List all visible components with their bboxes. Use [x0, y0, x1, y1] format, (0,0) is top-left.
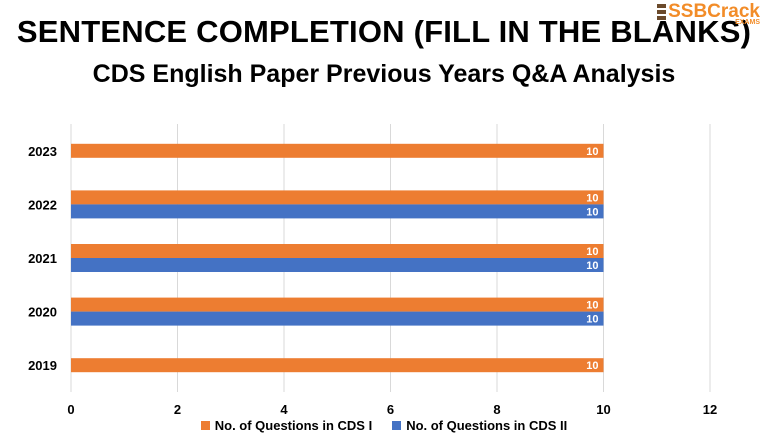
- data-label-2020-series-2: 10: [586, 314, 598, 326]
- y-tick-label-2019: 2019: [28, 358, 57, 373]
- bar-2019-series-1: [71, 358, 604, 373]
- bar-2022-series-2: [71, 204, 604, 219]
- legend-swatch-cds-ii: [392, 421, 402, 430]
- x-tick-label-0: 0: [67, 402, 74, 417]
- data-label-2020-series-1: 10: [586, 300, 598, 312]
- x-tick-label-6: 6: [387, 402, 394, 417]
- data-label-2021-series-1: 10: [586, 246, 598, 258]
- brand-logo: SSBCrack EXAMS: [657, 2, 760, 26]
- page-subtitle: CDS English Paper Previous Years Q&A Ana…: [92, 60, 676, 88]
- x-tick-label-4: 4: [280, 402, 288, 417]
- y-tick-label-2021: 2021: [28, 251, 57, 266]
- bar-2020-series-2: [71, 311, 604, 326]
- y-tick-label-2020: 2020: [28, 305, 57, 320]
- y-tick-label-2023: 2023: [28, 144, 57, 159]
- bar-2023-series-1: [71, 143, 604, 158]
- data-label-2023-series-1: 10: [586, 146, 598, 158]
- bar-2021-series-2: [71, 258, 604, 272]
- logo-tagline: EXAMS: [735, 19, 760, 26]
- y-tick-label-2022: 2022: [28, 197, 57, 212]
- legend-item-cds-ii: No. of Questions in CDS II: [392, 418, 567, 433]
- data-label-2022-series-1: 10: [586, 192, 598, 204]
- chart-legend: No. of Questions in CDS I No. of Questio…: [0, 418, 768, 433]
- logo-icon: [657, 3, 667, 20]
- data-label-2021-series-2: 10: [586, 260, 598, 272]
- bar-2021-series-1: [71, 244, 604, 258]
- legend-item-cds-i: No. of Questions in CDS I: [200, 418, 373, 433]
- x-tick-label-12: 12: [703, 402, 717, 417]
- page-title: SENTENCE COMPLETION (FILL IN THE BLANKS): [16, 14, 752, 49]
- x-tick-label-2: 2: [174, 402, 181, 417]
- legend-label-cds-i: No. of Questions in CDS I: [214, 418, 373, 433]
- x-tick-label-10: 10: [596, 402, 610, 417]
- legend-swatch-cds-i: [200, 421, 210, 430]
- data-label-2022-series-2: 10: [586, 206, 598, 218]
- bar-2020-series-1: [71, 297, 604, 312]
- logo-brand-text: SSBCrack: [668, 1, 760, 22]
- x-tick-label-8: 8: [493, 402, 500, 417]
- legend-label-cds-ii: No. of Questions in CDS II: [406, 418, 568, 433]
- data-label-2019-series-1: 10: [586, 360, 598, 372]
- bar-2022-series-1: [71, 190, 604, 205]
